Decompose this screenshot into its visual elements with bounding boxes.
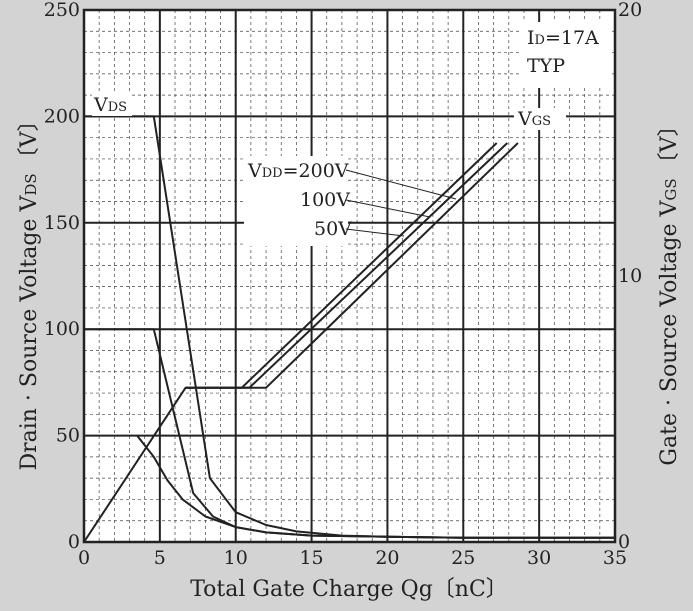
y-right-axis-title: Gate · Source Voltage VGS〔V〕 [657, 114, 682, 465]
vgs-label: VGS [517, 108, 551, 130]
x-tick-label: 20 [375, 547, 399, 569]
y-left-tick-label: 0 [68, 531, 80, 553]
leader-100 [345, 199, 431, 218]
vds-label: VDS [93, 94, 127, 116]
x-tick-label: 30 [527, 547, 551, 569]
y-left-axis-title: Drain · Source Voltage VDS〔V〕 [17, 109, 42, 470]
plot-area [84, 10, 615, 542]
vdd-200-label: VDD=200V [247, 160, 349, 182]
y-left-tick-label: 250 [44, 0, 80, 21]
x-tick-label: 25 [451, 547, 475, 569]
major-grid [84, 10, 615, 542]
condition-typ: TYP [527, 55, 565, 77]
y-left-tick-label: 200 [44, 105, 80, 127]
series-line-2 [136, 434, 615, 539]
leader-200 [345, 169, 457, 200]
y-left-tick-labels: 0 50 100 150 200 250 [44, 0, 80, 553]
conditions-bg [522, 22, 612, 88]
vdd-50-label: 50V [314, 218, 352, 240]
vdd-labels-bg [244, 156, 348, 246]
y-right-tick-label: 20 [618, 0, 642, 21]
x-axis-title: Total Gate Charge Qg〔nC〕 [190, 577, 508, 602]
vgs-label-bg [514, 108, 566, 130]
vdd-100-label: 100V [300, 189, 350, 211]
y-right-tick-labels: 0 10 20 [618, 0, 642, 553]
y-left-tick-label: 50 [56, 425, 80, 447]
leader-50 [345, 228, 405, 237]
x-tick-label: 15 [299, 547, 323, 569]
series-layer [83, 115, 615, 543]
plot-frame [82, 8, 617, 544]
x-tick-label: 35 [603, 547, 627, 569]
minor-grid [84, 10, 615, 542]
y-left-tick-label: 100 [44, 318, 80, 340]
y-right-tick-label: 10 [618, 265, 642, 287]
y-right-tick-label: 0 [618, 531, 630, 553]
x-tick-labels: 0 5 10 15 20 25 30 35 [78, 547, 627, 569]
condition-id: ID=17A [527, 27, 599, 49]
series-line-5 [185, 142, 519, 389]
y-left-tick-label: 150 [44, 212, 80, 234]
x-tick-label: 10 [224, 547, 248, 569]
x-tick-label: 5 [154, 547, 166, 569]
vds-label-bg [92, 92, 132, 116]
x-tick-label: 0 [78, 547, 90, 569]
